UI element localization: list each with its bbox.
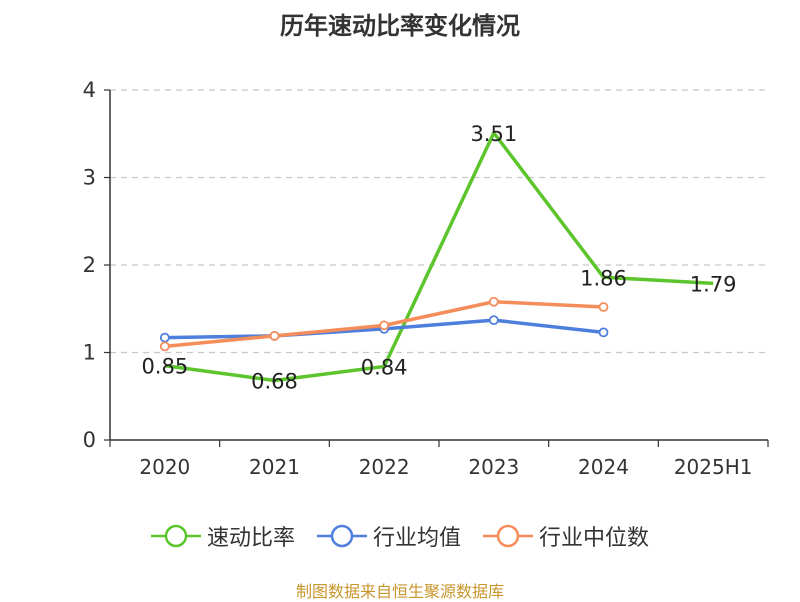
legend-marker [330,524,354,548]
legend-marker [496,524,520,548]
data-label: 1.79 [690,272,737,296]
legend: 速动比率 行业均值 行业中位数 [0,520,800,552]
y-tick-label: 1 [83,341,96,365]
legend-symbol-icon [150,524,201,548]
data-point [159,341,170,352]
series-lines [159,131,714,383]
legend-label: 行业均值 [372,526,461,551]
x-tick-label: 2024 [578,455,629,479]
x-tick-label: 2023 [468,455,519,479]
data-label: 3.51 [470,122,517,146]
legend-item[interactable]: 速动比率 [150,520,295,552]
source-note: 制图数据来自恒生聚源数据库 [295,582,504,601]
x-tick-label: 2021 [249,455,300,479]
legend-label: 行业中位数 [539,526,650,551]
data-point [598,327,609,338]
y-tick-label: 3 [83,166,96,190]
x-tick-label: 2025H1 [674,455,753,479]
y-tick-label: 0 [83,428,96,452]
legend-symbol-icon [483,524,533,548]
legend-symbol-icon [316,524,367,548]
y-tick-label: 2 [83,253,96,277]
data-label: 1.86 [580,266,627,290]
data-point [159,332,170,343]
legend-item[interactable]: 行业中位数 [483,520,649,552]
data-point [269,330,280,341]
data-point [488,296,499,307]
data-label: 0.68 [251,370,298,394]
series-line [164,131,714,383]
data-point [379,320,390,331]
data-point [598,302,609,312]
legend-marker [164,524,188,548]
y-tick-label: 4 [83,78,96,102]
legend-label: 速动比率 [206,526,295,551]
x-tick-label: 2022 [359,455,410,479]
x-tick-label: 2020 [139,455,190,479]
legend-item[interactable]: 行业均值 [316,520,461,552]
data-label: 0.85 [141,355,188,379]
axes: 0 1 2 3 4 2020 2021 2022 2023 2024 2025H1 [83,78,769,479]
chart-title: 历年速动比率变化情况 [280,12,520,40]
data-labels: 0.85 0.68 0.84 3.51 1.86 1.79 [141,122,736,394]
data-point [488,315,499,326]
data-label: 0.84 [361,356,408,380]
